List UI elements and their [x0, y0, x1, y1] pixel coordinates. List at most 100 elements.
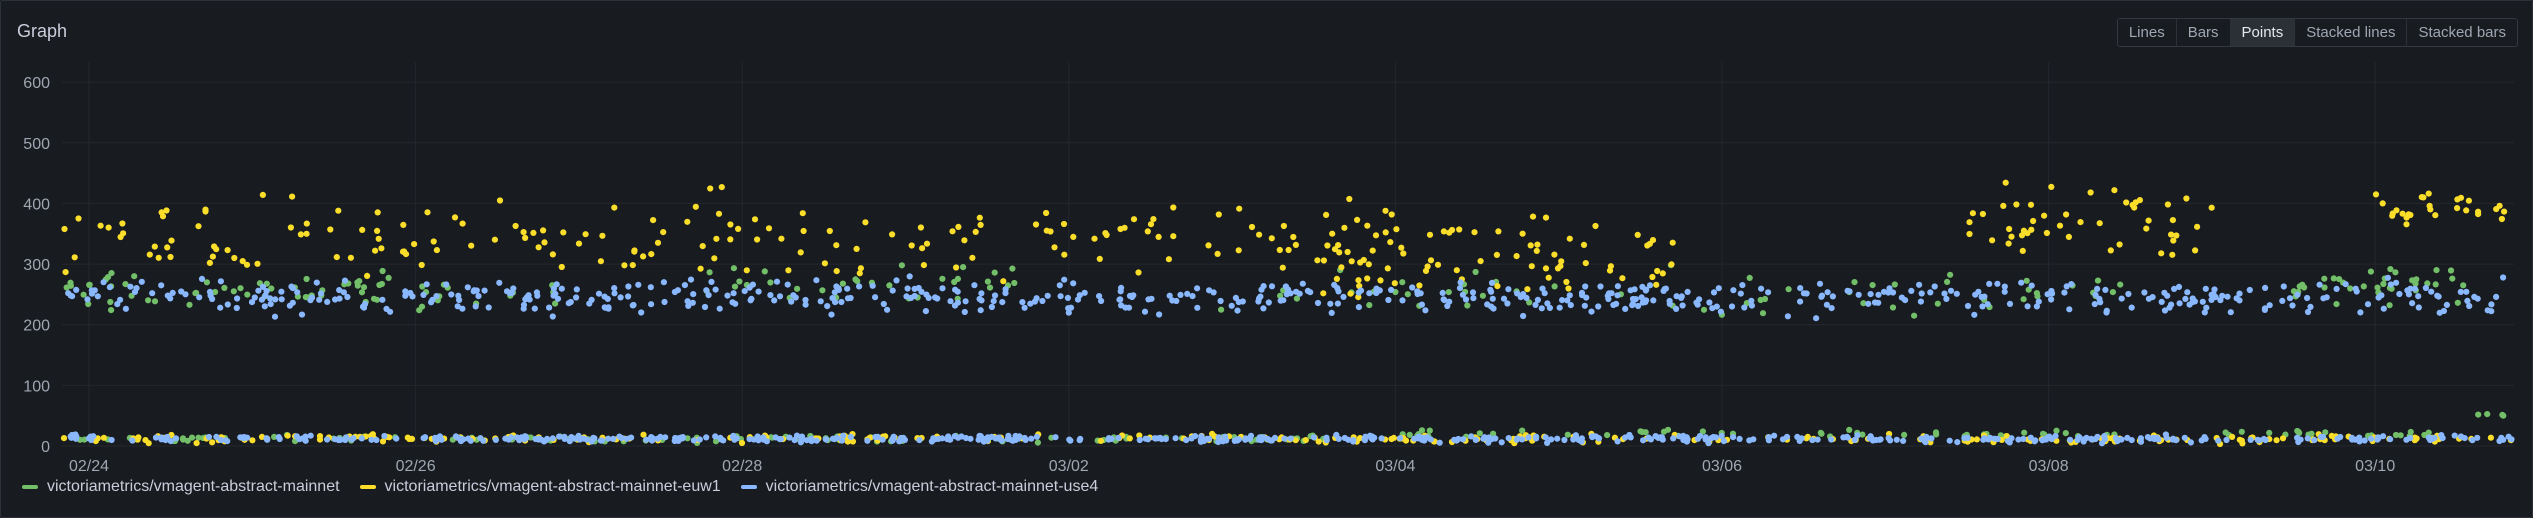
- data-point: [2389, 210, 2396, 217]
- data-point: [1051, 244, 1058, 251]
- data-point: [785, 267, 792, 274]
- mode-points-button[interactable]: Points: [2230, 19, 2296, 46]
- data-point: [2295, 428, 2302, 436]
- data-point: [784, 281, 791, 288]
- data-point: [640, 431, 647, 438]
- data-point: [251, 294, 258, 301]
- data-point: [1643, 286, 1650, 293]
- data-point: [1580, 241, 1588, 248]
- data-point: [2181, 434, 2188, 441]
- data-point: [605, 304, 612, 311]
- data-point: [2175, 283, 2183, 290]
- data-point: [925, 294, 932, 301]
- data-point: [1376, 287, 1383, 294]
- data-point: [293, 433, 300, 440]
- mode-stacked-lines-button[interactable]: Stacked lines: [2295, 19, 2408, 46]
- data-point: [553, 281, 560, 288]
- data-point: [1556, 304, 1563, 311]
- data-point: [368, 436, 375, 443]
- data-point: [2415, 304, 2422, 311]
- data-point: [1320, 257, 1327, 264]
- data-point: [1706, 299, 1713, 306]
- data-point: [1843, 433, 1851, 440]
- data-point: [1231, 437, 1238, 444]
- mode-lines-button[interactable]: Lines: [2118, 19, 2177, 46]
- data-point: [1668, 261, 1675, 268]
- data-point: [1103, 231, 1110, 239]
- legend-item-mainnet[interactable]: victoriametrics/vmagent-abstract-mainnet: [22, 478, 340, 496]
- data-point: [267, 295, 274, 302]
- data-point: [692, 203, 699, 210]
- data-point: [2466, 302, 2473, 310]
- data-point: [1033, 433, 1040, 440]
- data-point: [1859, 431, 1866, 438]
- data-point: [2474, 434, 2481, 441]
- data-point: [1564, 431, 1571, 438]
- data-point: [2169, 217, 2176, 224]
- data-point: [1934, 300, 1941, 307]
- data-point: [573, 286, 580, 293]
- data-point: [826, 227, 833, 235]
- data-point: [2080, 438, 2087, 445]
- data-point: [1287, 435, 1294, 442]
- data-point: [1551, 283, 1558, 290]
- data-point: [1197, 438, 1204, 445]
- data-point: [1479, 292, 1486, 299]
- data-point: [822, 436, 829, 443]
- data-point: [2428, 436, 2436, 443]
- data-point: [1505, 435, 1512, 442]
- data-point: [1566, 235, 1573, 242]
- data-point: [2262, 284, 2269, 291]
- data-point: [543, 436, 550, 443]
- data-point: [198, 275, 206, 282]
- data-point: [898, 262, 906, 269]
- data-point: [2286, 295, 2294, 302]
- data-point: [990, 298, 997, 305]
- data-point: [1989, 237, 1996, 244]
- data-point: [978, 290, 985, 297]
- data-point: [1205, 242, 1212, 249]
- data-point: [1135, 269, 1142, 276]
- data-point: [1984, 301, 1991, 308]
- data-point: [631, 248, 638, 255]
- data-point: [2020, 435, 2027, 443]
- data-point: [1027, 300, 1034, 307]
- data-point: [1117, 296, 1124, 303]
- data-point: [1074, 296, 1082, 303]
- data-point: [1632, 296, 1639, 303]
- data-point: [1170, 204, 1177, 211]
- data-point: [2096, 220, 2103, 227]
- data-point: [1369, 247, 1376, 254]
- data-point: [1941, 290, 1948, 297]
- data-point: [1039, 297, 1046, 305]
- data-point: [889, 231, 896, 238]
- data-point: [2409, 300, 2416, 307]
- mode-bars-button[interactable]: Bars: [2177, 19, 2231, 46]
- data-point: [708, 278, 715, 285]
- data-point: [961, 237, 968, 244]
- data-point: [2488, 301, 2495, 308]
- data-point: [2094, 433, 2101, 440]
- data-point: [532, 435, 539, 443]
- data-point: [716, 305, 723, 312]
- data-point: [2039, 437, 2046, 444]
- data-point: [1829, 293, 1836, 300]
- data-point: [1582, 260, 1589, 267]
- data-point: [286, 302, 293, 309]
- data-point: [188, 434, 196, 441]
- data-point: [1606, 267, 1614, 274]
- data-point: [243, 261, 251, 268]
- data-point: [1067, 437, 1074, 444]
- mode-stacked-bars-button[interactable]: Stacked bars: [2418, 24, 2506, 41]
- data-point: [854, 278, 861, 285]
- data-point: [1341, 224, 1348, 231]
- legend-item-mainnet-euw1[interactable]: victoriametrics/vmagent-abstract-mainnet…: [359, 478, 721, 496]
- data-point: [2223, 436, 2230, 444]
- data-point: [420, 291, 427, 298]
- legend-item-mainnet-use4[interactable]: victoriametrics/vmagent-abstract-mainnet…: [740, 478, 1098, 496]
- data-point: [402, 251, 410, 258]
- data-point: [2422, 284, 2429, 292]
- data-point: [1398, 244, 1405, 251]
- data-point: [1918, 290, 1925, 297]
